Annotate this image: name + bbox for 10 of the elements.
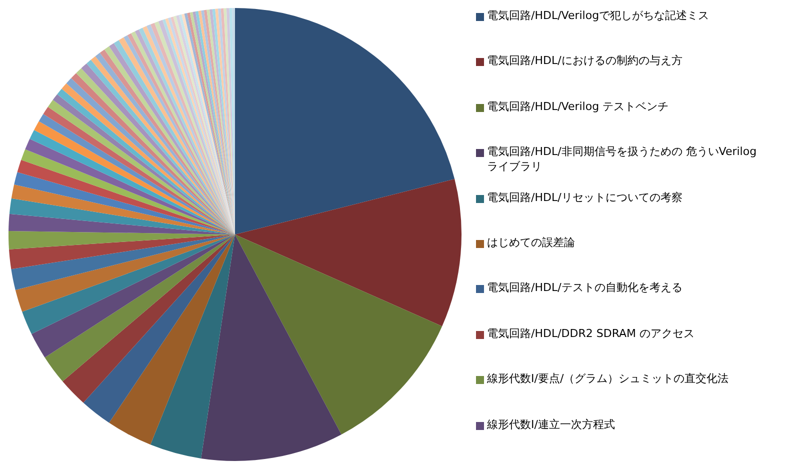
legend-label: 電気回路/HDL/におけるの制約の与え方: [487, 53, 682, 68]
legend-label: 電気回路/HDL/非同期信号を扱うための 危ういVerilog ライブラリ: [487, 144, 758, 174]
legend-label: 電気回路/HDL/テストの自動化を考える: [487, 280, 682, 296]
legend-label: 電気回路/HDL/Verilog テストベンチ: [487, 98, 669, 114]
legend-label: 電気回路/HDL/リセットについての考察: [487, 190, 682, 205]
legend-label: 電気回路/HDL/Verilogで犯しがちな記述ミス: [487, 8, 710, 23]
legend-label: 線形代数I/連立一次方程式: [487, 416, 615, 432]
legend-label: 電気回路/HDL/DDR2 SDRAM のアクセス: [487, 326, 695, 341]
legend-label: 線形代数I/要点/（グラム）シュミットの直交化法: [487, 371, 729, 386]
legend-label: はじめての誤差論: [487, 234, 575, 250]
